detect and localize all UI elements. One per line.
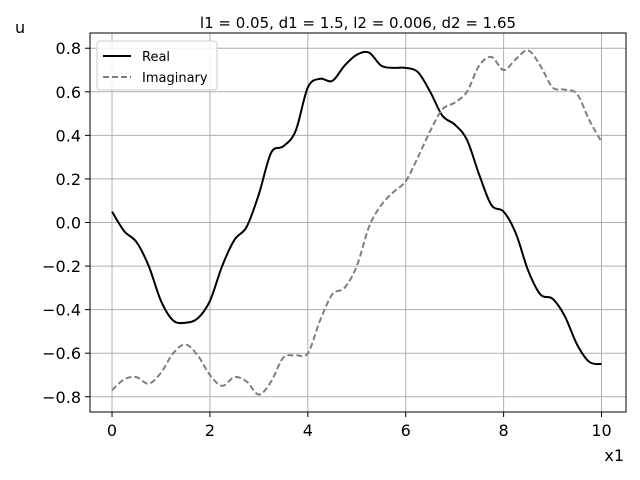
series-line-real bbox=[111, 50, 602, 366]
y-tick-label: 0.4 bbox=[56, 126, 81, 145]
y-tick-label: −0.8 bbox=[42, 388, 81, 407]
legend-label-real: Real bbox=[142, 50, 170, 65]
axis-ticks: 0 2 4 6 8 10 −0.8 −0.6 −0.4 −0.2 0.0 0.2 0.4 0.6 0.8 bbox=[42, 39, 612, 440]
y-axis-label: u bbox=[15, 18, 25, 37]
grid bbox=[90, 33, 626, 412]
legend: Real Imaginary bbox=[96, 40, 218, 91]
x-tick-label: 4 bbox=[303, 421, 313, 440]
y-tick-label: 0.0 bbox=[56, 214, 81, 233]
x-tick-label: 6 bbox=[401, 421, 411, 440]
series-line-imaginary bbox=[111, 49, 603, 396]
legend-label-imaginary: Imaginary bbox=[142, 71, 208, 86]
y-tick-label: −0.6 bbox=[42, 344, 81, 363]
y-tick-label: 0.2 bbox=[56, 170, 81, 189]
x-tick-label: 10 bbox=[591, 421, 611, 440]
x-tick-label: 2 bbox=[205, 421, 215, 440]
y-tick-label: −0.4 bbox=[42, 301, 81, 320]
y-tick-label: 0.8 bbox=[56, 39, 81, 58]
series-lines bbox=[111, 49, 603, 396]
x-axis-label: x1 bbox=[604, 446, 624, 465]
chart-title: l1 = 0.05, d1 = 1.5, l2 = 0.006, d2 = 1.… bbox=[200, 14, 516, 32]
y-tick-label: −0.2 bbox=[42, 257, 81, 276]
x-tick-label: 8 bbox=[499, 421, 509, 440]
x-tick-label: 0 bbox=[107, 421, 117, 440]
y-tick-label: 0.6 bbox=[56, 83, 81, 102]
